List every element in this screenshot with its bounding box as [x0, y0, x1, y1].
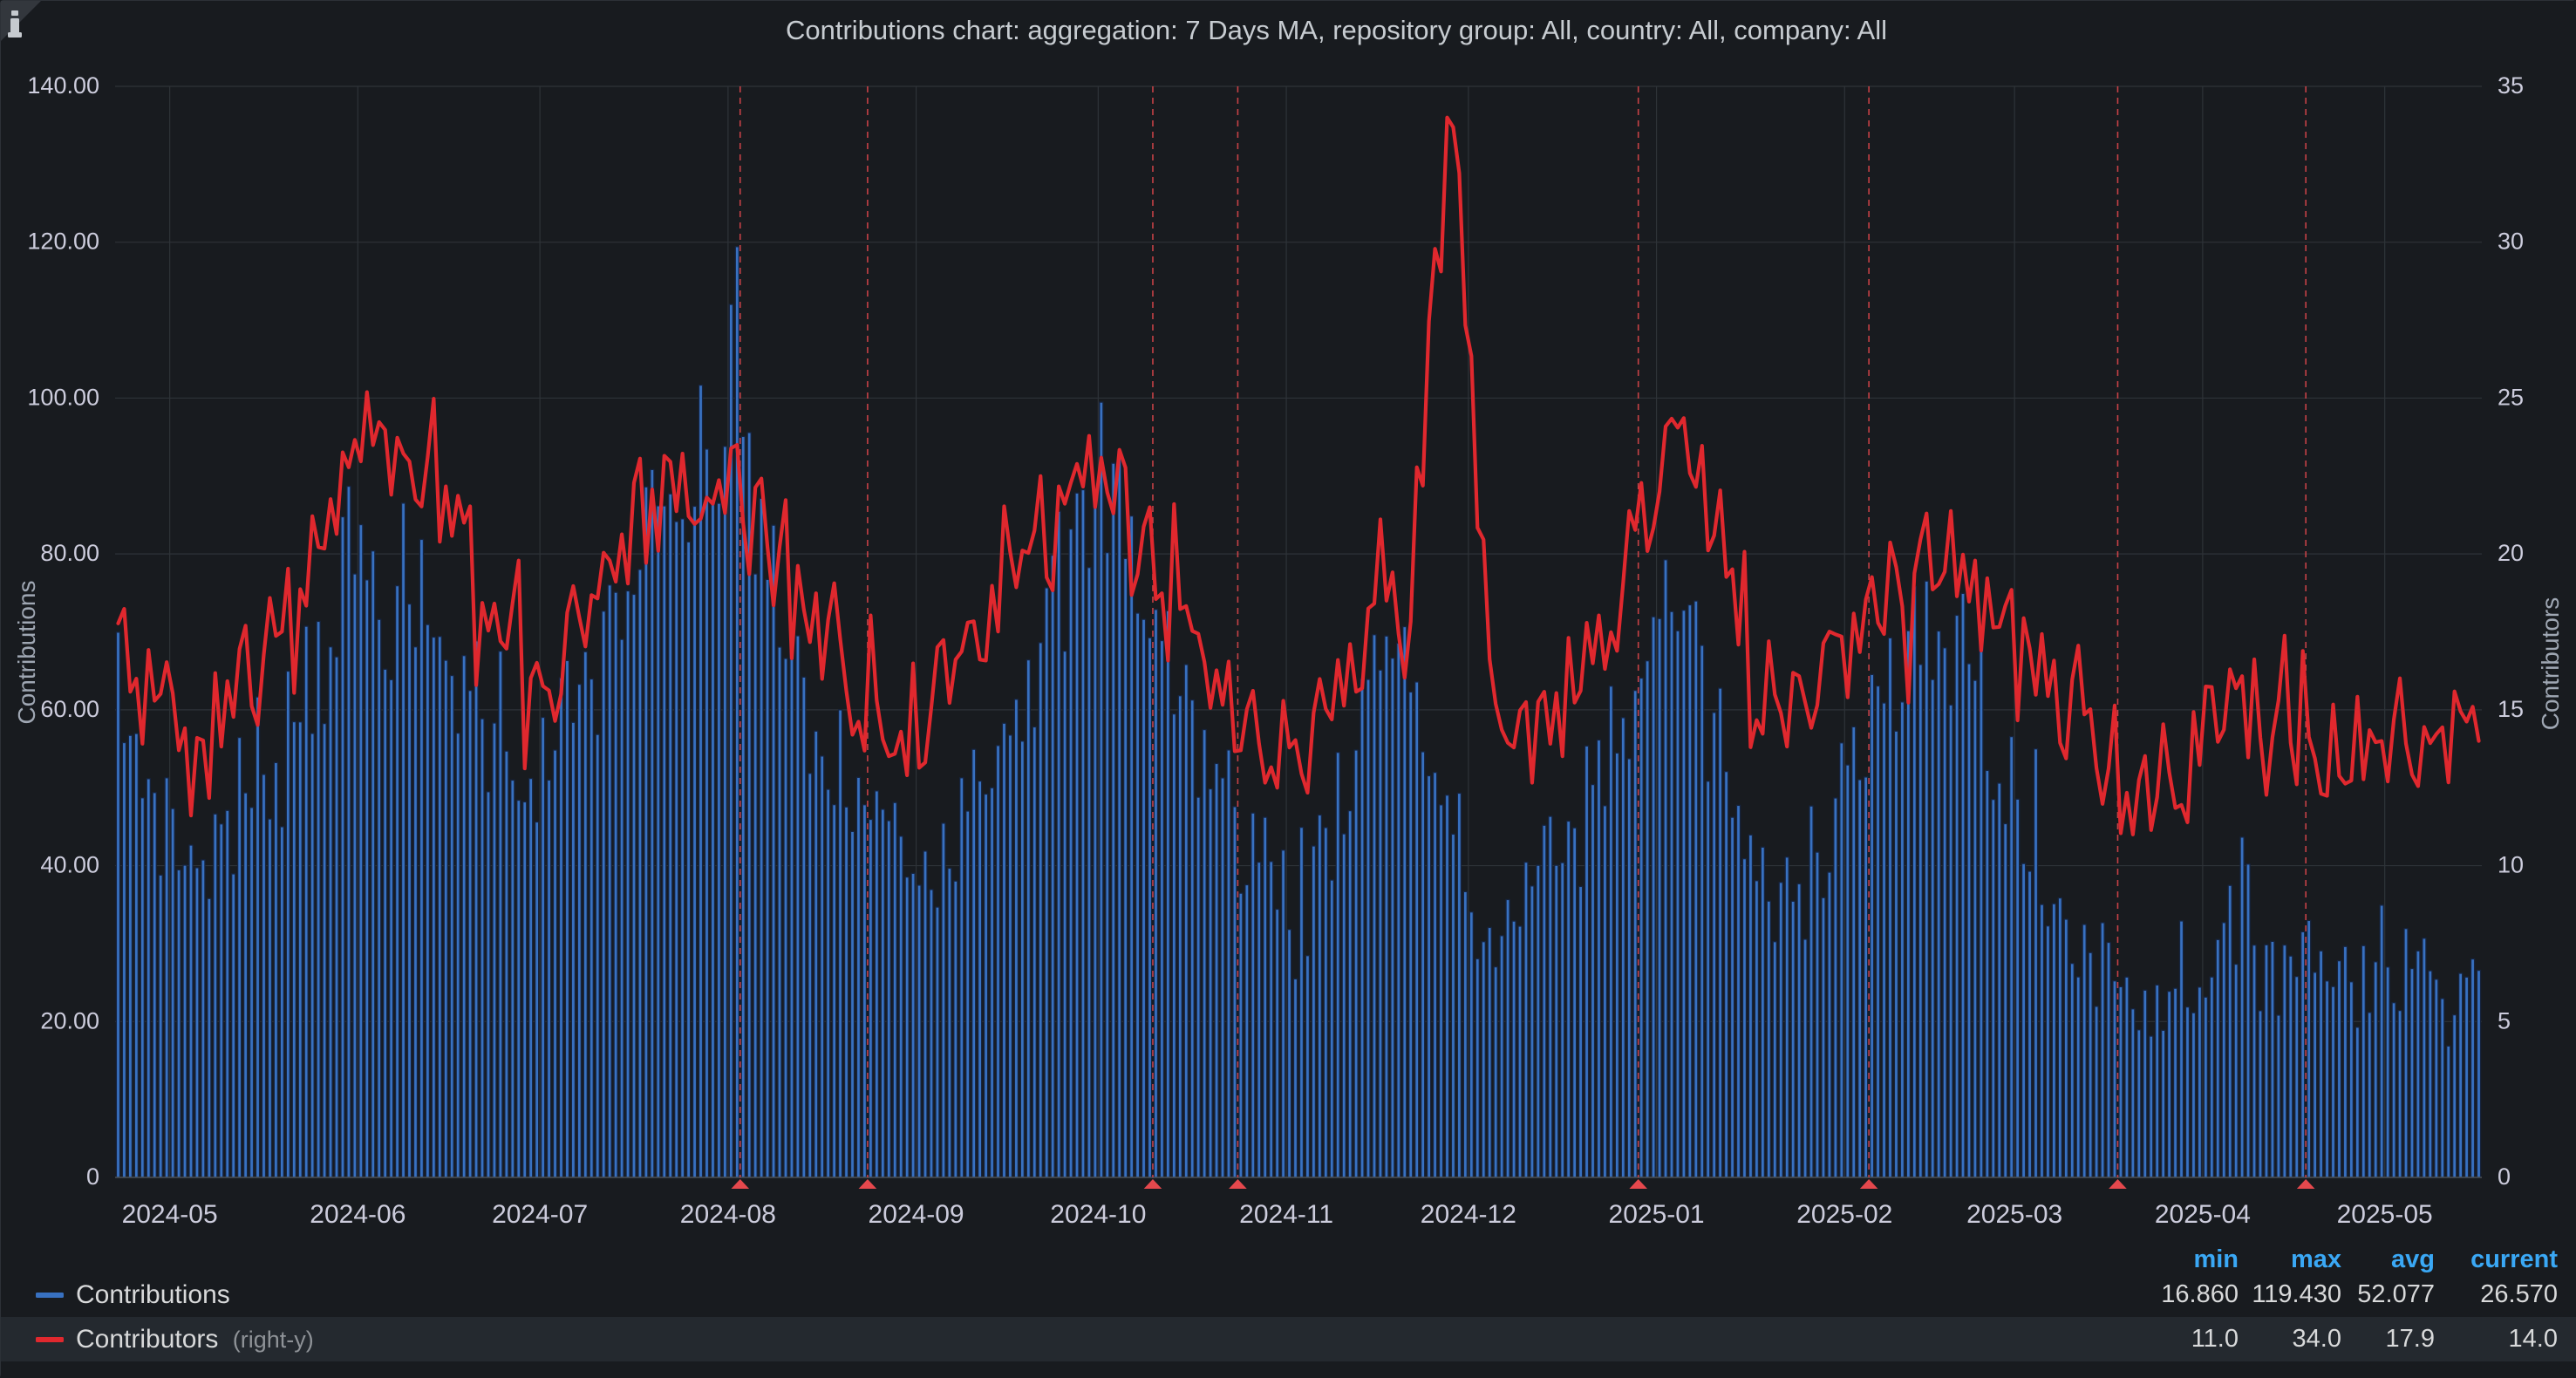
- svg-text:20: 20: [2498, 540, 2524, 566]
- svg-text:2024-08: 2024-08: [680, 1200, 776, 1229]
- svg-text:10: 10: [2498, 852, 2524, 878]
- svg-text:2024-10: 2024-10: [1050, 1200, 1146, 1229]
- svg-text:0: 0: [2498, 1163, 2511, 1190]
- svg-text:2025-04: 2025-04: [2155, 1200, 2251, 1229]
- svg-text:15: 15: [2498, 696, 2524, 722]
- svg-text:2025-03: 2025-03: [1966, 1200, 2062, 1229]
- svg-text:120.00: 120.00: [27, 229, 99, 255]
- svg-text:2025-02: 2025-02: [1796, 1200, 1892, 1229]
- svg-text:2024-06: 2024-06: [310, 1200, 405, 1229]
- svg-text:40.00: 40.00: [40, 852, 99, 878]
- svg-text:0: 0: [86, 1163, 99, 1190]
- svg-text:60.00: 60.00: [40, 696, 99, 722]
- svg-text:100.00: 100.00: [27, 384, 99, 410]
- svg-text:80.00: 80.00: [40, 540, 99, 566]
- svg-text:2024-05: 2024-05: [122, 1200, 218, 1229]
- svg-text:2025-01: 2025-01: [1609, 1200, 1705, 1229]
- svg-text:2024-07: 2024-07: [492, 1200, 588, 1229]
- svg-text:35: 35: [2498, 72, 2524, 99]
- svg-text:20.00: 20.00: [40, 1007, 99, 1034]
- svg-text:30: 30: [2498, 229, 2524, 255]
- svg-text:25: 25: [2498, 384, 2524, 410]
- svg-text:5: 5: [2498, 1007, 2511, 1034]
- svg-text:2024-09: 2024-09: [869, 1200, 964, 1229]
- svg-text:2024-12: 2024-12: [1421, 1200, 1516, 1229]
- svg-text:140.00: 140.00: [27, 72, 99, 99]
- svg-text:2025-05: 2025-05: [2337, 1200, 2433, 1229]
- svg-text:2024-11: 2024-11: [1239, 1200, 1333, 1229]
